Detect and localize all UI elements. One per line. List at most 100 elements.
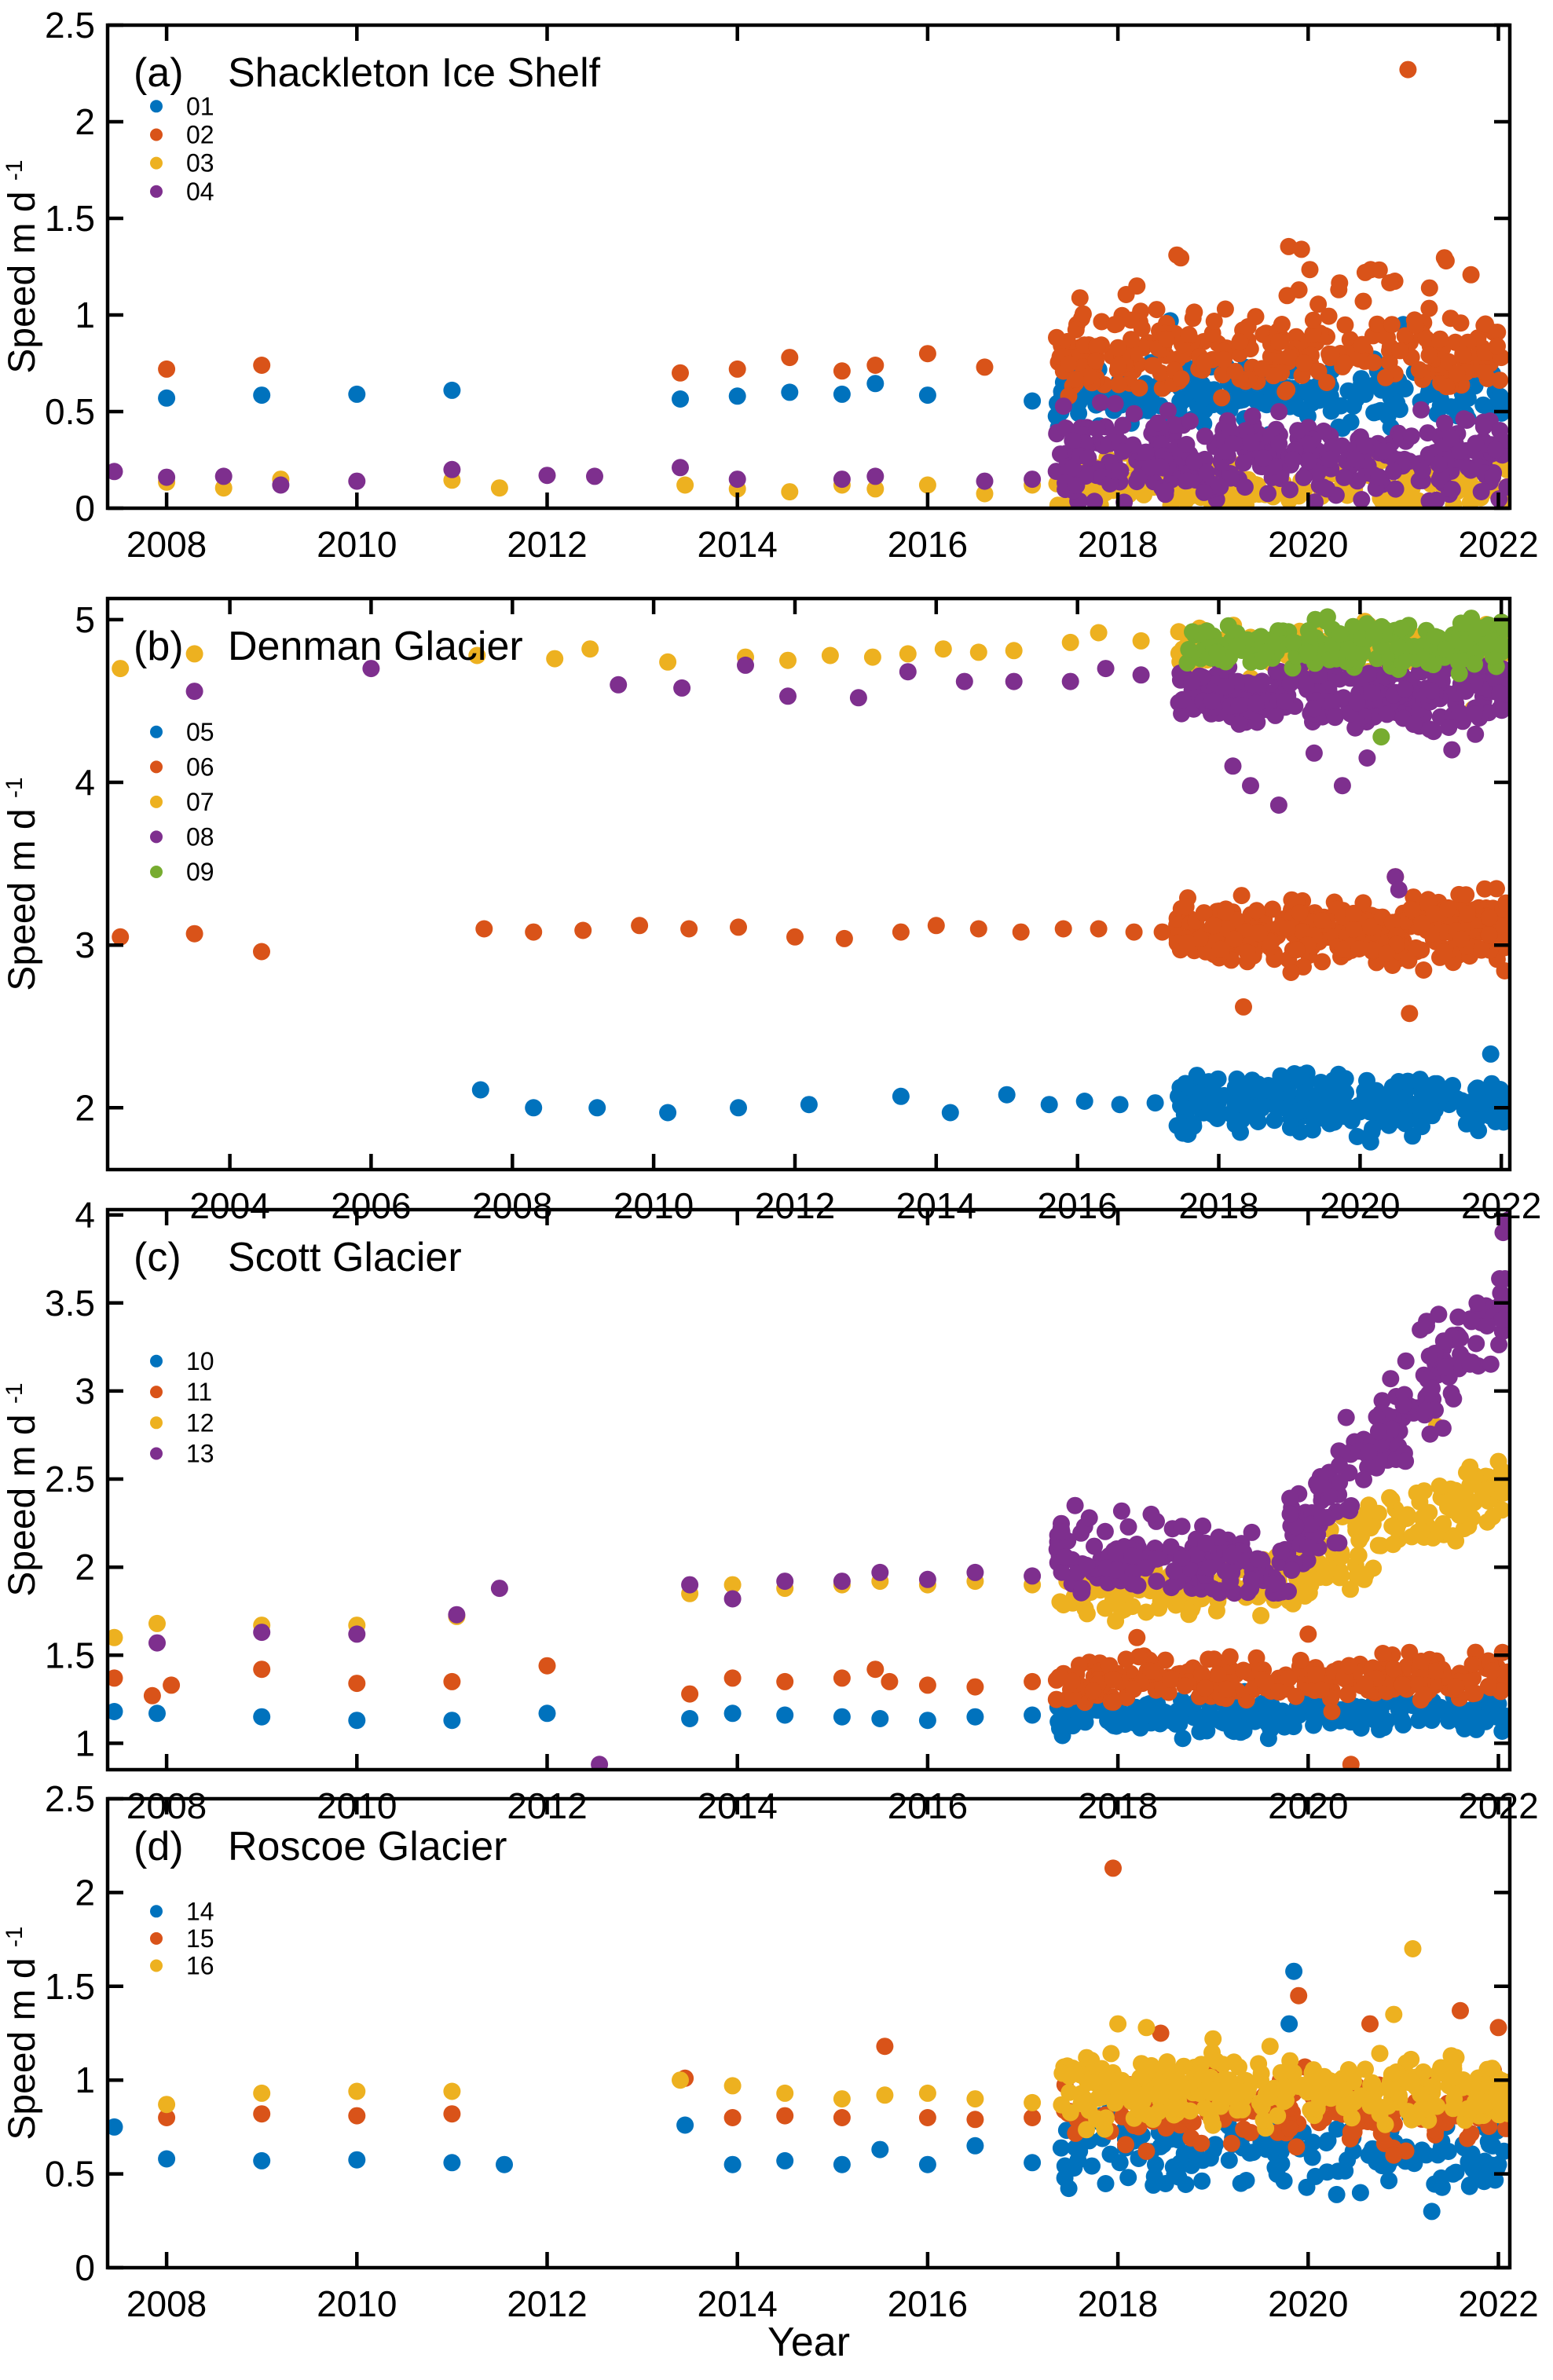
legend-marker-16 xyxy=(150,1959,163,1972)
panel-label: (b) xyxy=(134,624,184,669)
panel-d: 2008 2010 2012 2014 2016 2018 2020 2022 0 0.5 1 1.5… xyxy=(2,1778,1539,2324)
x-tick-label: 2020 xyxy=(1268,524,1348,565)
y-axis-title: Speed m d -1 xyxy=(2,1926,43,2140)
scatter-points xyxy=(108,1859,1510,2221)
y-tick-label: 4 xyxy=(75,762,95,803)
y-tick-label: 1 xyxy=(75,295,95,335)
legend: 05 06 07 08 09 xyxy=(150,718,214,886)
panel-label: (a) xyxy=(134,50,184,96)
legend-marker-15 xyxy=(150,1931,163,1945)
tick-labels: 2008 2010 2012 2014 2016 2018 2020 2022 0 0.5 1 1.5… xyxy=(45,5,1539,565)
x-tick-label: 2016 xyxy=(888,524,968,565)
legend-marker-05 xyxy=(150,725,163,738)
series-09 xyxy=(1178,608,1510,746)
legend-label-16: 16 xyxy=(186,1952,214,1980)
series-02 xyxy=(158,60,1510,407)
panel-title: Denman Glacier xyxy=(228,624,523,669)
tick-labels: 2004 2006 2008 2010 2012 2014 2016 2018 2020 2022… xyxy=(75,599,1541,1226)
x-tick-label: 2018 xyxy=(1078,2283,1158,2324)
scatter-points xyxy=(108,1211,1510,1770)
legend-label-07: 07 xyxy=(186,788,214,816)
legend-label-12: 12 xyxy=(186,1408,214,1437)
y-tick-label: 1.5 xyxy=(45,1635,95,1675)
tick-labels: 2008 2010 2012 2014 2016 2018 2020 2022 0 0.5 1 1.5… xyxy=(45,1778,1539,2324)
axes xyxy=(105,596,1512,1172)
x-tick-label: 2008 xyxy=(126,524,207,565)
legend-marker-02 xyxy=(150,128,163,141)
x-tick-label: 2006 xyxy=(331,1185,411,1226)
legend-marker-12 xyxy=(150,1416,163,1430)
y-tick-label: 1 xyxy=(75,2060,95,2100)
y-tick-label: 0.5 xyxy=(45,391,95,432)
legend-label-15: 15 xyxy=(186,1924,214,1953)
x-tick-label: 2010 xyxy=(317,2283,397,2324)
y-tick-label: 1.5 xyxy=(45,1966,95,2007)
legend-label-03: 03 xyxy=(186,149,214,178)
legend-label-13: 13 xyxy=(186,1440,214,1468)
y-tick-label: 1 xyxy=(75,1723,95,1763)
legend-marker-11 xyxy=(150,1386,163,1399)
y-tick-label: 1.5 xyxy=(45,198,95,239)
legend-label-08: 08 xyxy=(186,822,214,851)
legend-marker-08 xyxy=(150,830,163,844)
x-tick-label: 2008 xyxy=(472,1185,552,1226)
x-tick-label: 2010 xyxy=(614,1185,694,1226)
y-tick-label: 3 xyxy=(75,1371,95,1412)
scatter-points xyxy=(112,608,1510,1151)
legend-label-10: 10 xyxy=(186,1347,214,1375)
legend-label-11: 11 xyxy=(186,1378,212,1406)
x-tick-label: 2022 xyxy=(1458,2283,1538,2324)
y-tick-label: 2.5 xyxy=(45,5,95,46)
x-tick-label: 2016 xyxy=(1038,1185,1118,1226)
x-tick-label: 2012 xyxy=(507,524,587,565)
x-tick-label: 2016 xyxy=(888,2283,968,2324)
x-tick-label: 2012 xyxy=(755,1185,835,1226)
series-16 xyxy=(158,1940,1510,2139)
legend-label-05: 05 xyxy=(186,718,214,746)
legend-label-09: 09 xyxy=(186,858,214,886)
y-tick-label: 2.5 xyxy=(45,1459,95,1499)
y-tick-label: 5 xyxy=(75,599,95,640)
axes xyxy=(105,23,1512,511)
x-tick-label: 2014 xyxy=(698,2283,778,2324)
y-tick-label: 2 xyxy=(75,101,95,142)
series-06 xyxy=(112,868,1510,1023)
y-tick-label: 0.5 xyxy=(45,2154,95,2195)
series-11 xyxy=(108,1625,1510,1770)
legend-marker-13 xyxy=(150,1447,163,1460)
y-tick-label: 2 xyxy=(75,1872,95,1913)
panel-b: 2004 2006 2008 2010 2012 2014 2016 2018 2020 2022… xyxy=(2,596,1541,1226)
series-10 xyxy=(108,1682,1510,1748)
panel-title: Scott Glacier xyxy=(228,1235,462,1280)
axes xyxy=(105,1207,1512,1772)
y-axis-title: Speed m d -1 xyxy=(2,1382,43,1596)
x-tick-label: 2020 xyxy=(1320,1185,1400,1226)
x-tick-label: 2014 xyxy=(698,524,778,565)
x-tick-label: 2018 xyxy=(1078,524,1158,565)
x-tick-label: 2012 xyxy=(507,2283,587,2324)
x-axis-title: Year xyxy=(767,2320,851,2365)
x-tick-label: 2014 xyxy=(896,1185,976,1226)
y-tick-label: 3.5 xyxy=(45,1283,95,1324)
y-tick-label: 4 xyxy=(75,1195,95,1236)
x-tick-label: 2022 xyxy=(1458,524,1538,565)
series-13 xyxy=(148,1211,1510,1770)
series-05 xyxy=(471,1045,1510,1151)
legend-label-06: 06 xyxy=(186,752,214,781)
panel-title: Roscoe Glacier xyxy=(228,1824,507,1869)
legend-marker-07 xyxy=(150,795,163,808)
x-tick-label: 2010 xyxy=(317,524,397,565)
scatter-points xyxy=(108,60,1510,508)
x-tick-label: 2020 xyxy=(1268,2283,1348,2324)
y-tick-label: 2 xyxy=(75,1087,95,1128)
axes xyxy=(105,1796,1512,2270)
legend-marker-03 xyxy=(150,156,163,170)
x-tick-label: 2018 xyxy=(1178,1185,1258,1226)
y-axis-title: Speed m d -1 xyxy=(2,159,43,373)
y-tick-label: 2.5 xyxy=(45,1778,95,1819)
legend-label-04: 04 xyxy=(186,178,214,206)
